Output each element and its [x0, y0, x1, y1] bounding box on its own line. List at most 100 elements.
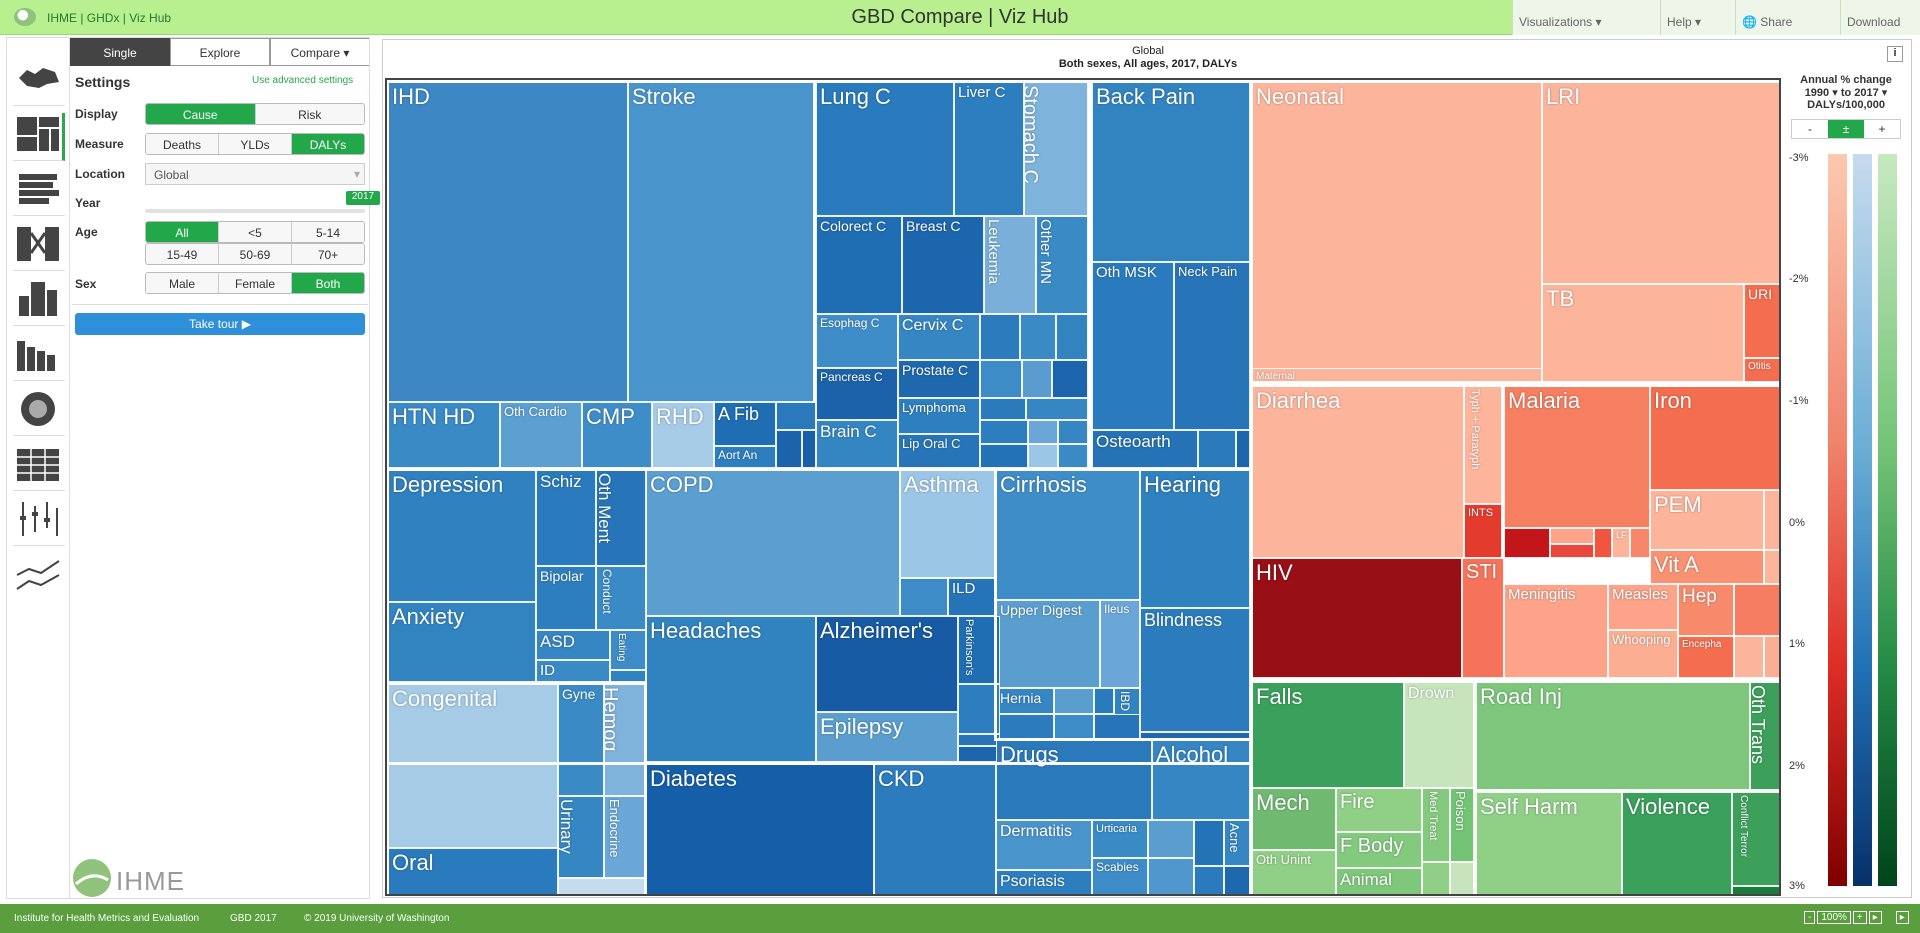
- age-70plus-button[interactable]: 70+: [292, 244, 364, 264]
- age-under5-button[interactable]: <5: [219, 222, 292, 242]
- treemap-tile-depression[interactable]: Depression: [388, 470, 536, 602]
- treemap-tile-oth-msk[interactable]: Oth MSK: [1092, 262, 1174, 430]
- brand-links[interactable]: IHME | GHDx | Viz Hub: [47, 11, 172, 25]
- treemap-tile-lymphoma[interactable]: Lymphoma: [898, 398, 980, 434]
- treemap-tile-animal[interactable]: Animal: [1336, 868, 1422, 894]
- treemap-tile[interactable]: [1422, 862, 1450, 894]
- treemap-tile[interactable]: [1764, 636, 1779, 678]
- info-icon[interactable]: i: [1887, 46, 1903, 62]
- treemap-tile-vit-a[interactable]: Vit A: [1650, 550, 1764, 584]
- treemap-tile[interactable]: [1732, 886, 1779, 894]
- treemap-tile-measles[interactable]: Measles: [1608, 584, 1678, 630]
- treemap-tile[interactable]: [1022, 360, 1052, 398]
- treemap-tile[interactable]: [776, 430, 802, 468]
- treemap-tile[interactable]: [776, 402, 816, 430]
- treemap-tile[interactable]: [900, 578, 948, 616]
- treemap-tile[interactable]: [980, 314, 1020, 360]
- treemap-tile-oral[interactable]: Oral: [388, 848, 558, 894]
- treemap-tile[interactable]: [1094, 714, 1140, 740]
- measure-dalys-button[interactable]: DALYs: [292, 134, 364, 154]
- year-slider[interactable]: [145, 209, 365, 213]
- treemap-tile[interactable]: [980, 360, 1022, 398]
- treemap-tile-acne[interactable]: Acne: [1224, 820, 1250, 866]
- treemap-tile-alzheimer-s[interactable]: Alzheimer's: [816, 616, 958, 712]
- treemap-tile[interactable]: [1630, 528, 1650, 558]
- treemap-tile-blindness[interactable]: Blindness: [1140, 608, 1250, 732]
- treemap-tile-asd[interactable]: ASD: [536, 630, 610, 660]
- measure-ylds-button[interactable]: YLDs: [219, 134, 292, 154]
- treemap-tile[interactable]: [1764, 550, 1779, 584]
- treemap-tile[interactable]: [1550, 544, 1594, 558]
- treemap-tile[interactable]: [1056, 314, 1088, 360]
- legend-minus-button[interactable]: -: [1808, 122, 1812, 136]
- treemap-tile-f-body[interactable]: F Body: [1336, 832, 1422, 868]
- treemap-tile-leukemia[interactable]: Leukemia: [984, 216, 1036, 314]
- treemap-tile-alcohol[interactable]: Alcohol: [1152, 740, 1250, 820]
- treemap-tile[interactable]: [1148, 820, 1194, 858]
- range-plot-icon[interactable]: [13, 498, 65, 546]
- treemap-tile[interactable]: [1094, 688, 1114, 714]
- treemap-tile-eating[interactable]: Eating: [610, 630, 646, 670]
- treemap-tile[interactable]: [958, 734, 1000, 746]
- treemap-tile-asthma[interactable]: Asthma: [900, 470, 996, 578]
- treemap-tile-schiz[interactable]: Schiz: [536, 470, 596, 566]
- treemap-tile-ihd[interactable]: IHD: [388, 82, 628, 402]
- treemap-tile-ints[interactable]: INTS: [1464, 504, 1502, 558]
- treemap-tile-gyne[interactable]: Gyne: [558, 684, 604, 796]
- line-chart-icon[interactable]: [13, 553, 65, 601]
- treemap-tile[interactable]: [1054, 688, 1094, 714]
- treemap-tile-ckd[interactable]: CKD: [874, 764, 996, 894]
- treemap-tile[interactable]: [980, 444, 1028, 468]
- zoom-in-button[interactable]: +: [1852, 911, 1867, 924]
- treemap-tile[interactable]: [1550, 528, 1594, 544]
- treemap-tile-drugs[interactable]: Drugs: [996, 740, 1152, 820]
- zoom-out-button[interactable]: -: [1804, 911, 1816, 924]
- sunburst-icon[interactable]: [13, 388, 65, 436]
- treemap-tile-diabetes[interactable]: Diabetes: [646, 764, 874, 894]
- treemap-tile-epilepsy[interactable]: Epilepsy: [816, 712, 958, 762]
- treemap-tile-upper-digest[interactable]: Upper Digest: [996, 600, 1100, 688]
- map-icon[interactable]: [13, 58, 65, 106]
- treemap-tile-ileus[interactable]: Ileus: [1100, 600, 1140, 688]
- treemap-tile-oth-cardio[interactable]: Oth Cardio: [500, 402, 582, 468]
- sex-both-button[interactable]: Both: [292, 273, 364, 293]
- treemap-tile-neonatal[interactable]: Neonatal: [1252, 82, 1542, 382]
- stacked-bar-icon[interactable]: [13, 168, 65, 216]
- display-risk-button[interactable]: Risk: [255, 104, 364, 124]
- treemap-tile-congenital[interactable]: Congenital: [388, 684, 558, 848]
- treemap-tile-hearing[interactable]: Hearing: [1140, 470, 1250, 608]
- treemap-tile[interactable]: [1504, 528, 1550, 558]
- legend-plusminus-button[interactable]: ±: [1828, 120, 1864, 138]
- legend-from-year[interactable]: 1990: [1804, 87, 1830, 99]
- treemap-tile-dermatitis[interactable]: Dermatitis: [996, 820, 1092, 870]
- treemap-tile-maternal[interactable]: Maternal: [1252, 368, 1542, 382]
- treemap-tile[interactable]: [1194, 866, 1224, 894]
- treemap-tile-drown[interactable]: Drown: [1404, 682, 1474, 788]
- treemap-tile-oth-trans[interactable]: Oth Trans: [1750, 682, 1779, 790]
- sex-female-button[interactable]: Female: [219, 273, 292, 293]
- treemap-tile-lung-c[interactable]: Lung C: [816, 82, 954, 216]
- treemap-tile-ild[interactable]: ILD: [948, 578, 996, 616]
- treemap-tile-road-inj[interactable]: Road Inj: [1476, 682, 1750, 790]
- treemap-tile-mech[interactable]: Mech: [1252, 788, 1336, 850]
- treemap-tile[interactable]: [996, 714, 1054, 740]
- treemap-tile-diarrhea[interactable]: Diarrhea: [1252, 386, 1464, 558]
- download-button[interactable]: Download: [1840, 0, 1920, 35]
- treemap-tile-hernia[interactable]: Hernia: [996, 688, 1054, 714]
- treemap-tile-malaria[interactable]: Malaria: [1504, 386, 1650, 528]
- treemap-tile-htn-hd[interactable]: HTN HD: [388, 402, 500, 468]
- treemap-tile-brain-c[interactable]: Brain C: [816, 420, 898, 468]
- treemap-tile[interactable]: [1148, 858, 1194, 894]
- pyramid-icon[interactable]: [13, 278, 65, 326]
- treemap-tile-neck-pain[interactable]: Neck Pain: [1174, 262, 1250, 430]
- treemap-tile[interactable]: [1054, 714, 1094, 740]
- treemap-tile-parkinson-s[interactable]: Parkinson's: [958, 616, 1000, 684]
- treemap-tile-oth-unint[interactable]: Oth Unint: [1252, 850, 1336, 894]
- treemap-tile-psoriasis[interactable]: Psoriasis: [996, 870, 1092, 894]
- treemap-tile-endocrine[interactable]: Endocrine: [604, 796, 646, 878]
- treemap-tile-colorect-c[interactable]: Colorect C: [816, 216, 902, 314]
- treemap-tile-self-harm[interactable]: Self Harm: [1476, 792, 1622, 894]
- treemap-tile-other-mn[interactable]: Other MN: [1036, 216, 1088, 314]
- treemap-tile-lf[interactable]: LF: [1612, 528, 1630, 558]
- treemap-tile-esophag-c[interactable]: Esophag C: [816, 314, 898, 368]
